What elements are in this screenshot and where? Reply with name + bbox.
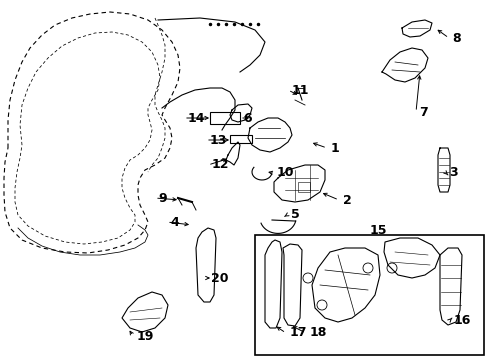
Text: 9: 9 (159, 192, 167, 204)
Text: 13: 13 (209, 134, 226, 147)
Text: 11: 11 (291, 84, 308, 96)
Text: 3: 3 (449, 166, 457, 180)
Text: 18: 18 (309, 327, 326, 339)
Bar (297, 182, 309, 192)
Text: 12: 12 (211, 158, 228, 171)
Text: 20: 20 (211, 271, 228, 284)
Text: 1: 1 (330, 141, 339, 154)
Text: 14: 14 (187, 112, 204, 125)
Text: 7: 7 (419, 105, 427, 118)
Text: 5: 5 (290, 208, 299, 221)
Text: 2: 2 (342, 194, 351, 207)
Text: 4: 4 (170, 216, 179, 229)
Bar (209, 112, 240, 124)
Text: 8: 8 (452, 31, 460, 45)
Text: 17: 17 (289, 327, 306, 339)
Text: 6: 6 (243, 112, 252, 125)
Text: 10: 10 (276, 166, 293, 180)
Text: 15: 15 (368, 224, 386, 237)
Text: 19: 19 (136, 329, 153, 342)
Bar (254, 235, 483, 355)
Text: 16: 16 (452, 314, 470, 327)
Bar (229, 135, 251, 143)
